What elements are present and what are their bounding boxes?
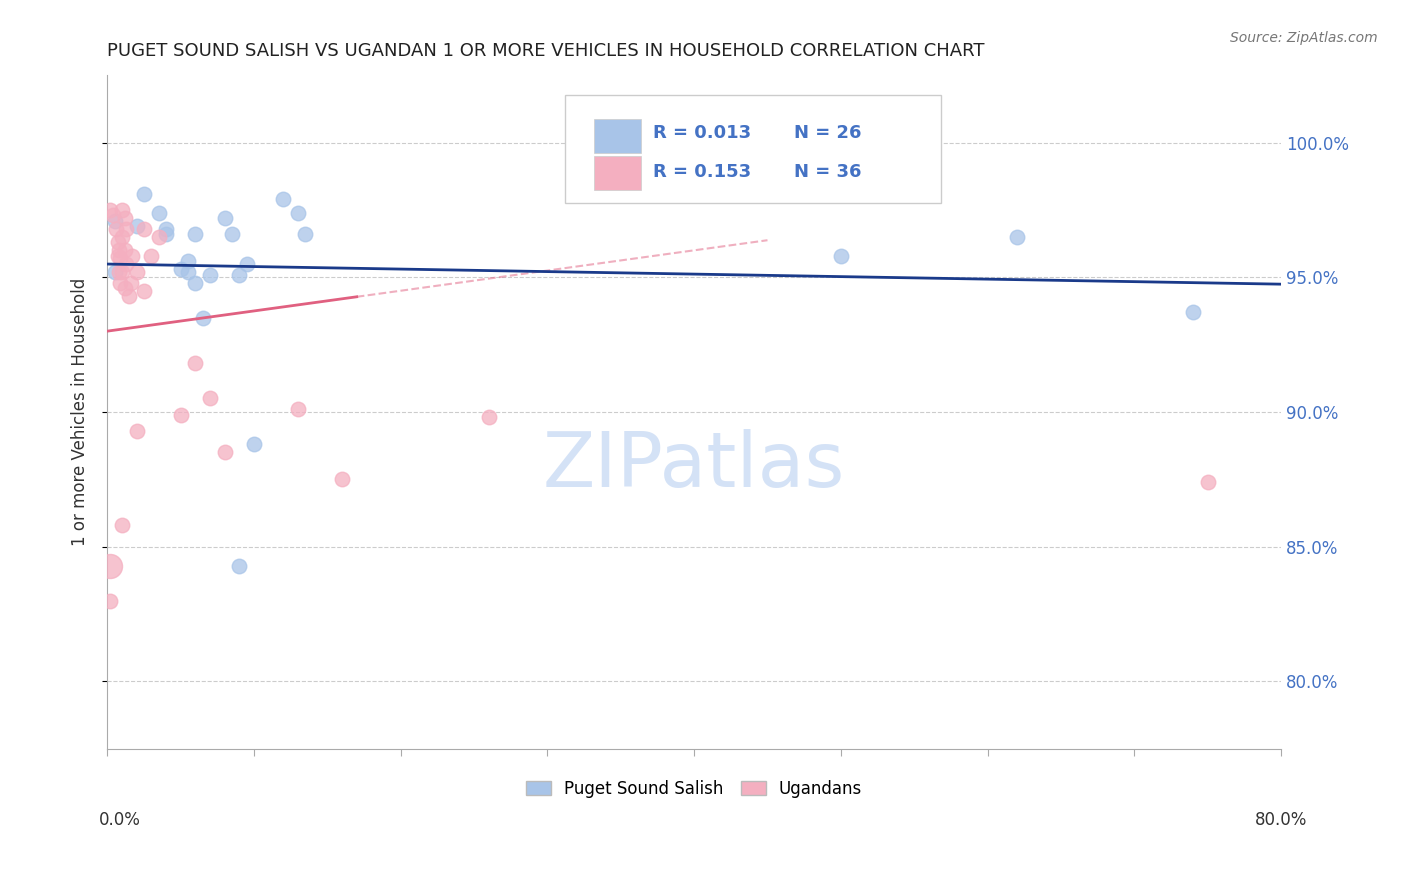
Text: 80.0%: 80.0%: [1256, 811, 1308, 829]
Text: Source: ZipAtlas.com: Source: ZipAtlas.com: [1230, 31, 1378, 45]
Point: [1181, 305, 1204, 319]
Point: [114, 211, 136, 225]
Point: [120, 276, 142, 290]
Point: [243, 437, 266, 451]
Point: [184, 227, 207, 242]
Point: [114, 244, 136, 258]
Point: [214, 445, 236, 459]
Point: [132, 186, 155, 201]
Point: [108, 244, 131, 258]
Point: [198, 268, 221, 282]
Point: [111, 518, 134, 533]
Text: R = 0.153: R = 0.153: [652, 162, 751, 181]
Text: R = 0.013: R = 0.013: [652, 124, 751, 142]
Text: 0.0%: 0.0%: [98, 811, 141, 829]
Point: [830, 249, 852, 263]
Point: [228, 558, 250, 573]
Point: [294, 227, 316, 242]
Point: [111, 265, 134, 279]
Point: [235, 257, 257, 271]
Point: [287, 402, 309, 417]
Point: [177, 254, 200, 268]
Point: [104, 265, 127, 279]
Point: [287, 205, 309, 219]
Point: [115, 221, 138, 235]
Point: [107, 235, 129, 250]
Point: [155, 227, 177, 242]
Point: [98, 202, 121, 217]
Point: [98, 558, 121, 573]
Point: [184, 356, 207, 370]
Point: [148, 230, 170, 244]
Point: [125, 424, 148, 438]
Point: [108, 265, 131, 279]
Text: ZIPatlas: ZIPatlas: [543, 429, 845, 503]
FancyBboxPatch shape: [595, 119, 641, 153]
FancyBboxPatch shape: [595, 156, 641, 190]
Point: [228, 268, 250, 282]
Point: [1005, 230, 1028, 244]
Point: [141, 249, 163, 263]
Point: [111, 230, 134, 244]
Point: [177, 265, 200, 279]
Point: [148, 205, 170, 219]
Point: [330, 472, 353, 486]
Point: [169, 408, 191, 422]
Point: [478, 410, 501, 425]
Text: PUGET SOUND SALISH VS UGANDAN 1 OR MORE VEHICLES IN HOUSEHOLD CORRELATION CHART: PUGET SOUND SALISH VS UGANDAN 1 OR MORE …: [107, 42, 984, 60]
Point: [111, 202, 134, 217]
Point: [125, 219, 148, 233]
Point: [221, 227, 243, 242]
Point: [121, 249, 143, 263]
Point: [115, 257, 138, 271]
FancyBboxPatch shape: [565, 95, 941, 203]
Point: [110, 252, 132, 266]
Point: [125, 265, 148, 279]
Point: [114, 281, 136, 295]
Text: N = 26: N = 26: [794, 124, 862, 142]
Y-axis label: 1 or more Vehicles in Household: 1 or more Vehicles in Household: [72, 277, 89, 546]
Point: [273, 192, 295, 206]
Point: [118, 289, 141, 303]
Point: [110, 276, 132, 290]
Point: [1197, 475, 1219, 489]
Point: [214, 211, 236, 225]
Point: [105, 221, 128, 235]
Point: [107, 249, 129, 263]
Point: [101, 208, 124, 222]
Text: N = 36: N = 36: [794, 162, 862, 181]
Point: [104, 213, 127, 227]
Point: [198, 392, 221, 406]
Point: [184, 276, 207, 290]
Legend: Puget Sound Salish, Ugandans: Puget Sound Salish, Ugandans: [519, 773, 869, 805]
Point: [98, 593, 121, 607]
Point: [132, 221, 155, 235]
Point: [155, 221, 177, 235]
Point: [132, 284, 155, 298]
Point: [191, 310, 214, 325]
Point: [169, 262, 191, 277]
